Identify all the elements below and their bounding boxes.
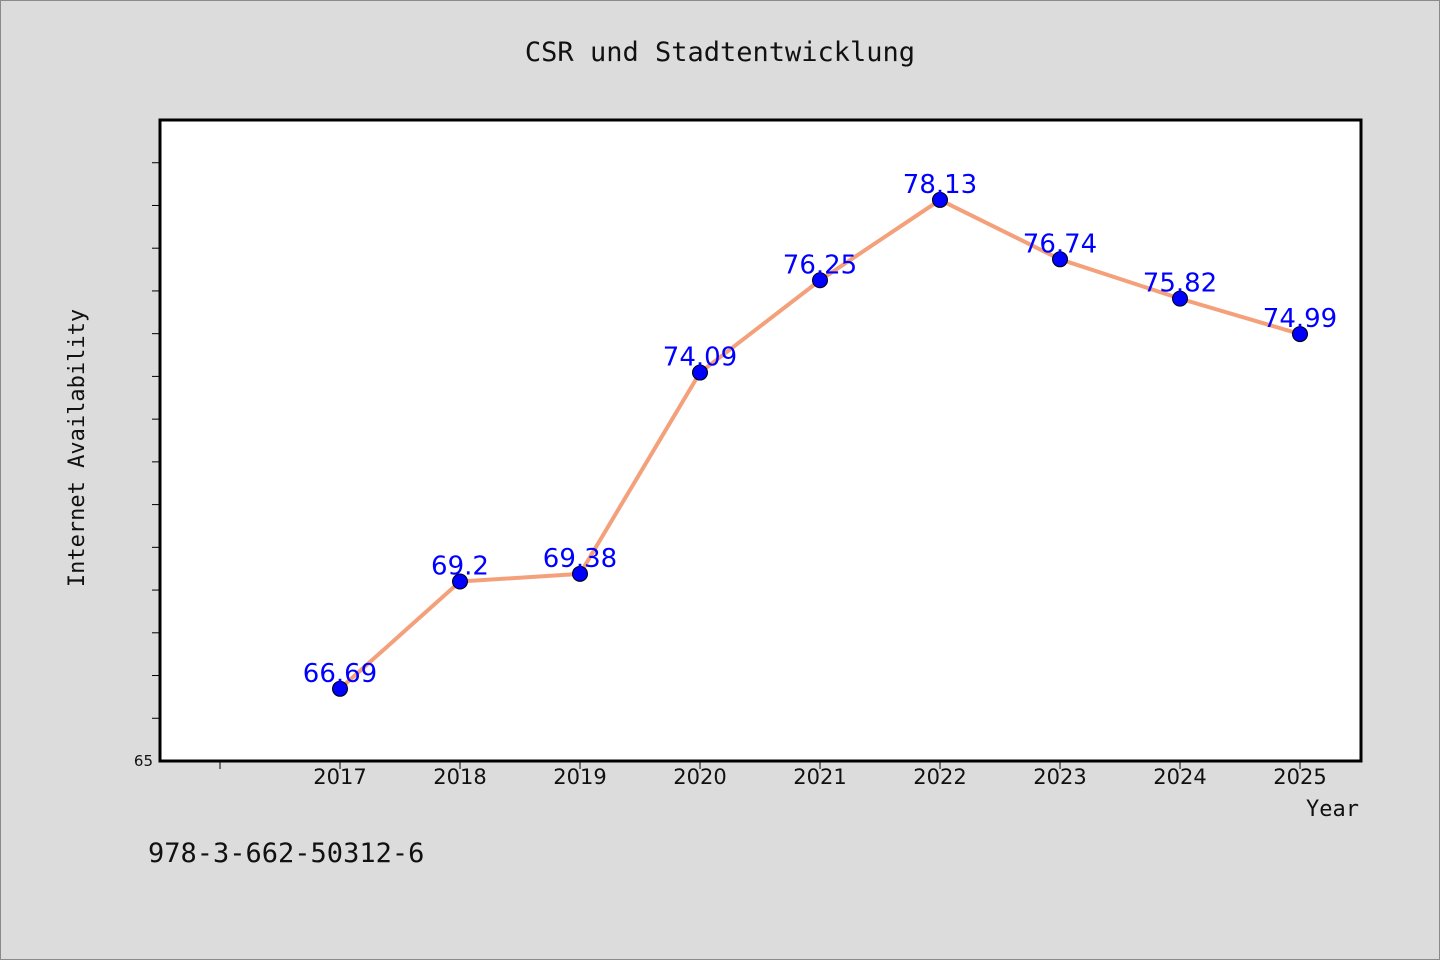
chart-title: CSR und Stadtentwicklung — [525, 37, 915, 68]
data-point — [1052, 251, 1068, 268]
y-tick-label: 65 — [134, 752, 153, 770]
data-point — [1172, 290, 1188, 307]
data-label: 78.13 — [903, 170, 977, 200]
x-tick-label: 2018 — [433, 765, 486, 789]
data-point — [572, 565, 588, 582]
plot-area — [158, 118, 1363, 763]
x-axis-label: Year — [1306, 797, 1359, 822]
data-label: 74.09 — [663, 343, 737, 373]
data-point — [452, 573, 468, 590]
x-tick-label: 2023 — [1033, 765, 1086, 789]
data-label: 76.74 — [1023, 229, 1097, 259]
data-markers — [332, 191, 1308, 697]
data-label: 75.82 — [1143, 269, 1217, 299]
x-tick-label: 2020 — [673, 765, 726, 789]
x-tick-label: 2021 — [793, 765, 846, 789]
data-point — [812, 272, 828, 289]
footer-isbn-text: 978-3-662-50312-6 — [148, 838, 424, 869]
data-point — [692, 364, 708, 381]
data-point — [932, 191, 948, 208]
data-label: 69.38 — [543, 544, 617, 574]
data-labels: 66.69 69.2 69.38 74.09 76.25 78.13 76.74 75.82 7… — [303, 170, 1337, 689]
x-tick-label: 2019 — [553, 765, 606, 789]
data-point — [332, 680, 348, 697]
x-tick-label: 2017 — [313, 765, 366, 789]
data-label: 76.25 — [783, 250, 857, 280]
data-label: 69.2 — [431, 552, 489, 582]
x-tick-label: 2025 — [1273, 765, 1326, 789]
data-label: 74.99 — [1263, 304, 1337, 334]
x-tick-label: 2022 — [913, 765, 966, 789]
x-tick-label: 2024 — [1153, 765, 1206, 789]
data-label: 66.69 — [303, 659, 377, 689]
y-axis-label: Internet Availability — [65, 309, 90, 587]
data-point — [1292, 326, 1308, 343]
y-axis-ticks: 65 — [134, 162, 160, 770]
x-axis-ticks: 2017 2018 2019 2020 2021 2022 2023 2024 2025 — [219, 761, 1327, 789]
